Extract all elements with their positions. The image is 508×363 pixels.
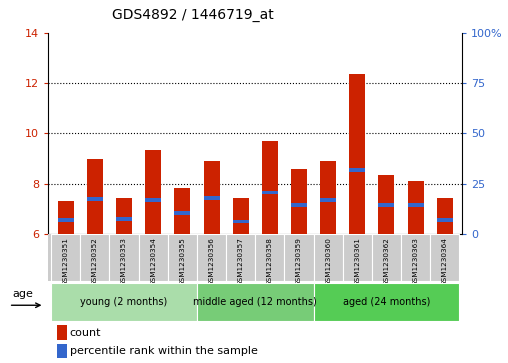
Bar: [313, 234, 343, 281]
Text: GSM1230354: GSM1230354: [150, 237, 156, 286]
Bar: [51, 283, 197, 321]
Bar: [174, 188, 190, 234]
Text: GSM1230357: GSM1230357: [238, 237, 244, 286]
Bar: [110, 234, 139, 281]
Bar: [407, 181, 424, 234]
Bar: [378, 203, 395, 207]
Bar: [437, 219, 453, 222]
Bar: [372, 234, 401, 281]
Bar: [226, 234, 256, 281]
Bar: [233, 220, 249, 224]
Text: young (2 months): young (2 months): [80, 297, 168, 307]
Bar: [262, 141, 278, 234]
Bar: [430, 234, 459, 281]
Bar: [320, 161, 336, 234]
Bar: [51, 234, 80, 281]
Bar: [87, 197, 103, 201]
Bar: [407, 203, 424, 207]
Bar: [350, 168, 365, 172]
Text: GSM1230364: GSM1230364: [442, 237, 448, 286]
Text: percentile rank within the sample: percentile rank within the sample: [70, 346, 258, 356]
Bar: [168, 234, 197, 281]
Bar: [87, 159, 103, 234]
Text: GSM1230363: GSM1230363: [412, 237, 419, 286]
Text: GSM1230360: GSM1230360: [325, 237, 331, 286]
Text: GSM1230351: GSM1230351: [63, 237, 69, 286]
Bar: [174, 211, 190, 215]
Text: GSM1230352: GSM1230352: [92, 237, 98, 286]
Bar: [116, 217, 132, 221]
Bar: [313, 283, 459, 321]
Text: middle aged (12 months): middle aged (12 months): [194, 297, 317, 307]
Bar: [80, 234, 110, 281]
Bar: [350, 74, 365, 234]
Bar: [437, 197, 453, 234]
Text: GSM1230362: GSM1230362: [384, 237, 390, 286]
Bar: [233, 197, 249, 234]
Text: aged (24 months): aged (24 months): [343, 297, 430, 307]
Bar: [284, 234, 313, 281]
Bar: [58, 219, 74, 222]
Text: GSM1230361: GSM1230361: [354, 237, 360, 286]
Bar: [204, 196, 219, 200]
Bar: [56, 325, 67, 340]
Bar: [320, 198, 336, 202]
Bar: [378, 175, 395, 234]
Text: GSM1230359: GSM1230359: [296, 237, 302, 286]
Bar: [256, 234, 284, 281]
Text: GSM1230356: GSM1230356: [209, 237, 214, 286]
Bar: [139, 234, 168, 281]
Bar: [197, 283, 313, 321]
Text: age: age: [12, 289, 33, 299]
Bar: [197, 234, 226, 281]
Text: GSM1230355: GSM1230355: [179, 237, 185, 286]
Bar: [116, 197, 132, 234]
Bar: [291, 203, 307, 207]
Bar: [58, 201, 74, 234]
Bar: [204, 161, 219, 234]
Bar: [145, 198, 161, 202]
Bar: [56, 344, 67, 358]
Text: GSM1230358: GSM1230358: [267, 237, 273, 286]
Bar: [343, 234, 372, 281]
Bar: [145, 150, 161, 234]
Bar: [291, 169, 307, 234]
Text: count: count: [70, 328, 101, 338]
Bar: [401, 234, 430, 281]
Text: GSM1230353: GSM1230353: [121, 237, 127, 286]
Bar: [262, 191, 278, 195]
Text: GDS4892 / 1446719_at: GDS4892 / 1446719_at: [112, 8, 274, 22]
